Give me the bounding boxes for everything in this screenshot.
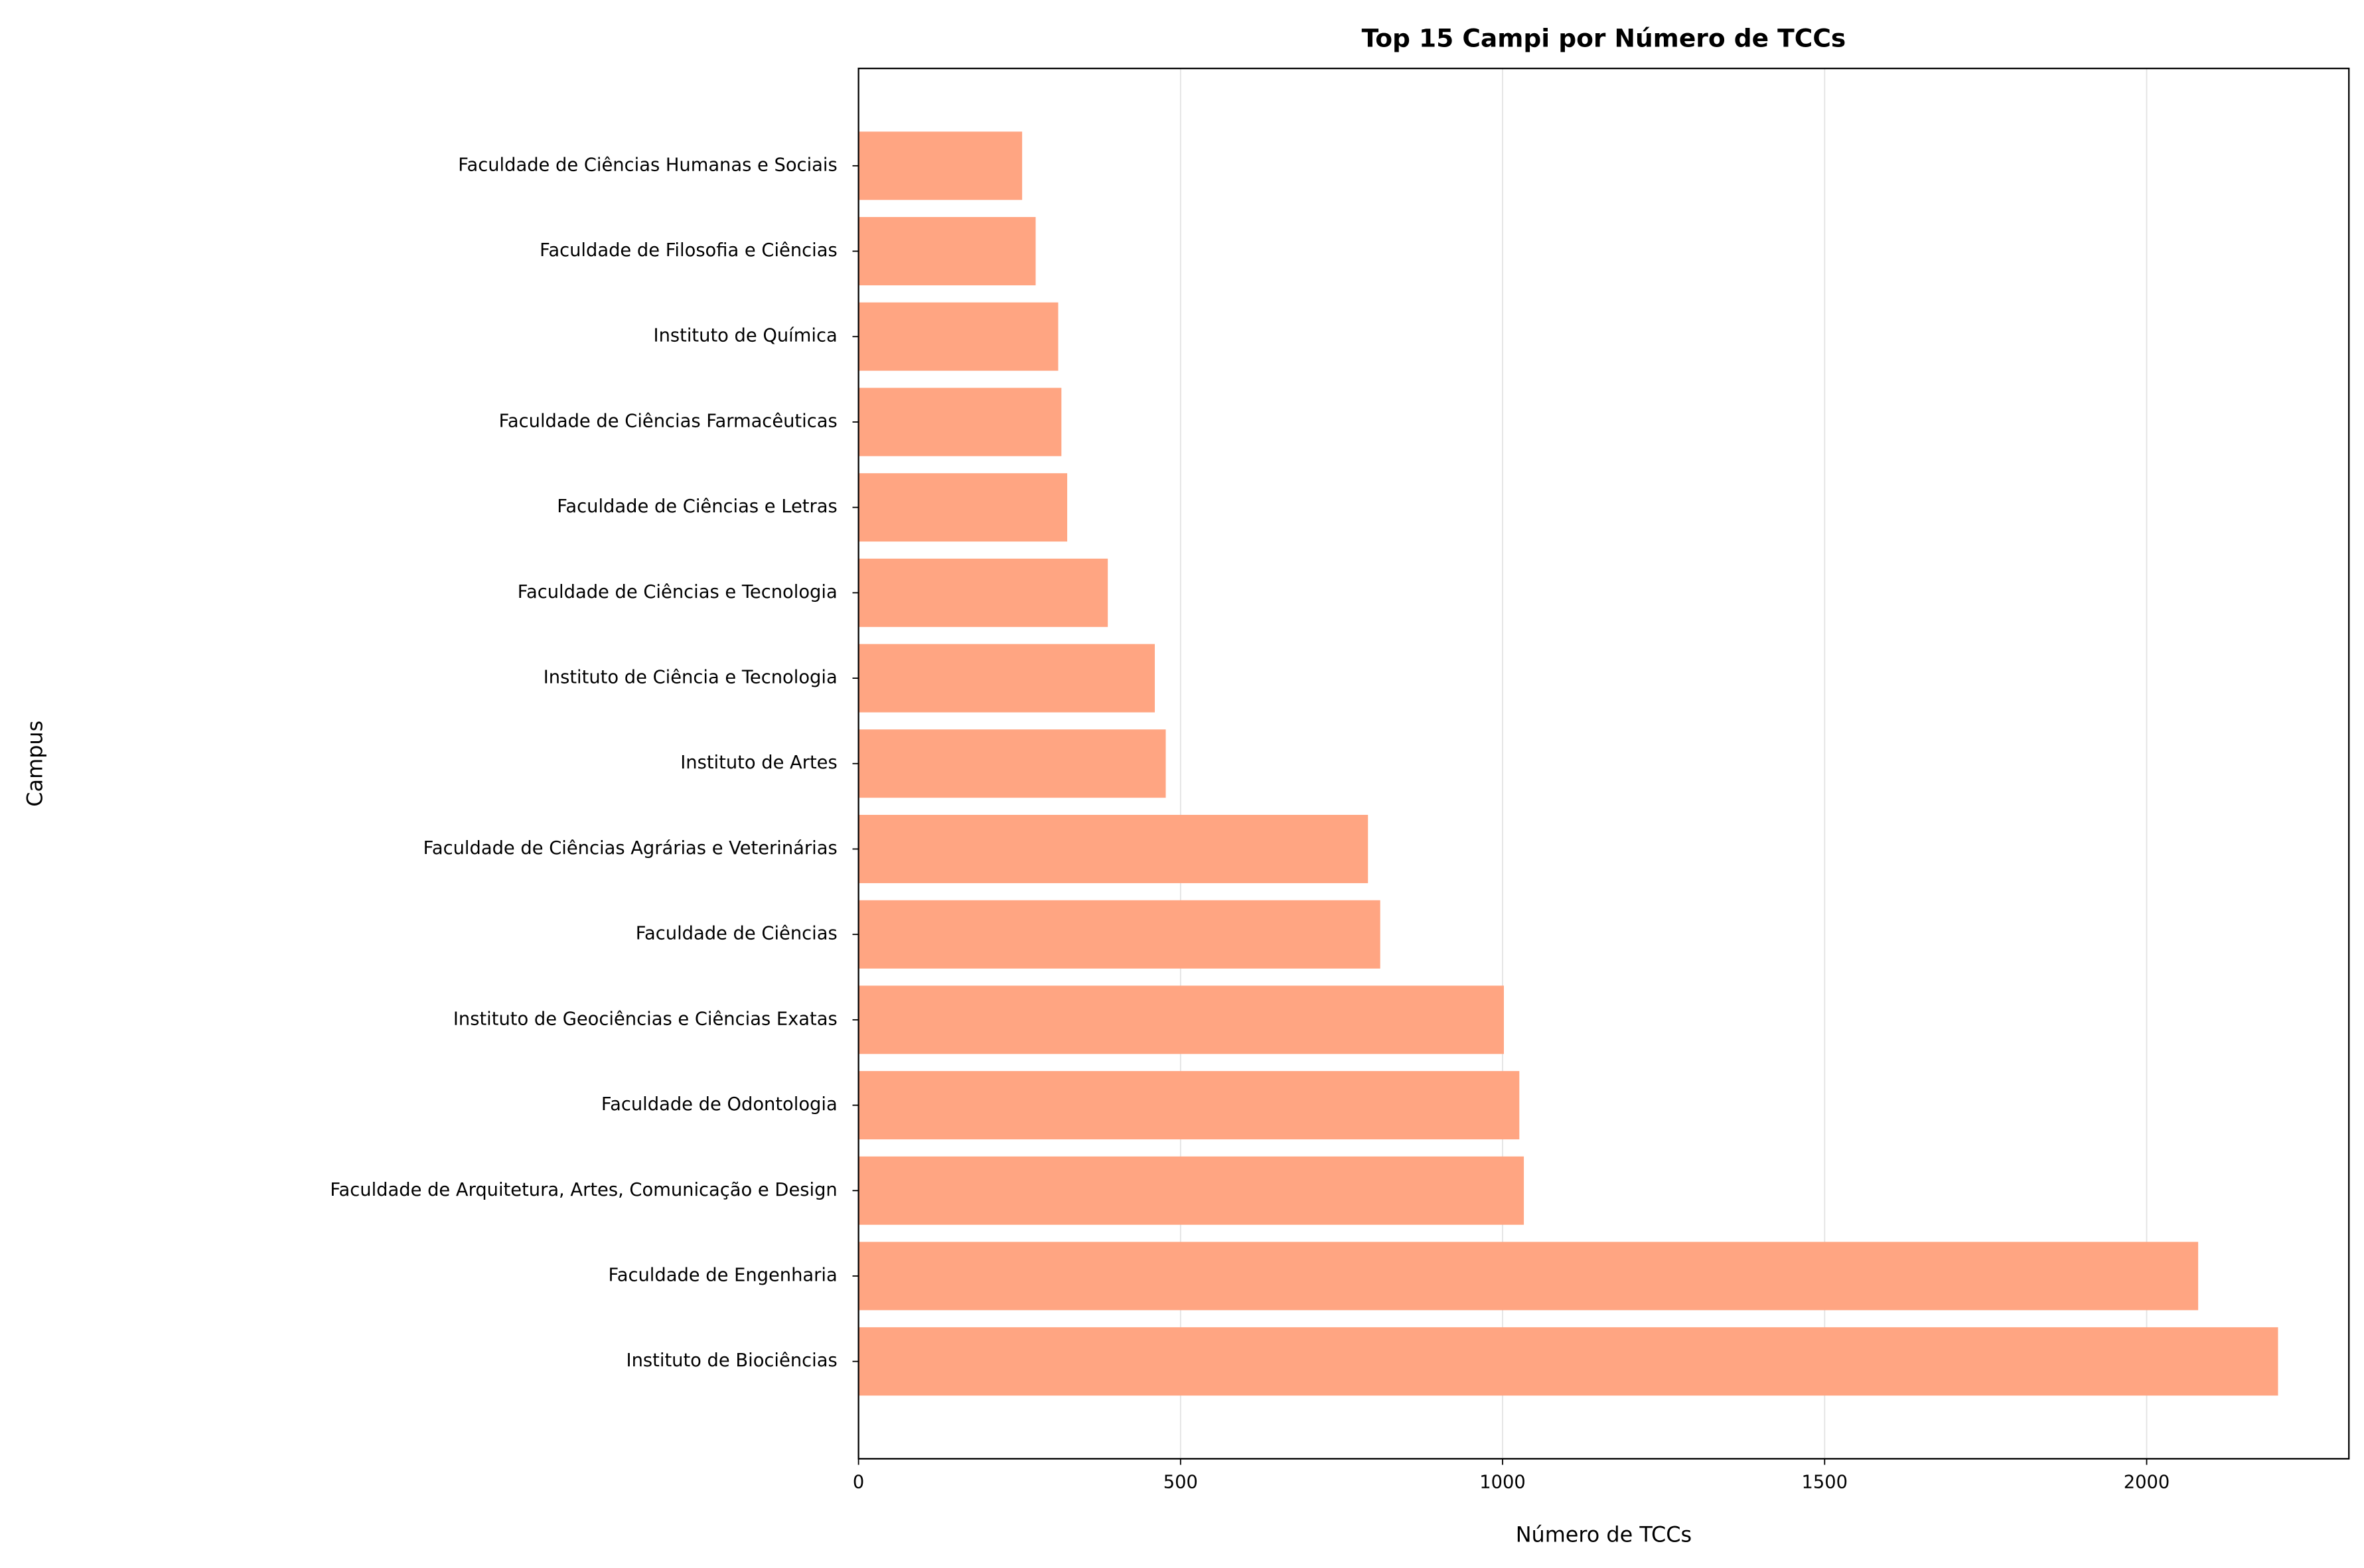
y-axis-label: Campus [23, 721, 48, 807]
y-tick-label: Faculdade de Ciências Agrárias e Veterin… [423, 838, 838, 859]
bar [858, 302, 1059, 371]
bar [858, 1242, 2199, 1311]
x-tick-label: 2000 [2124, 1472, 2170, 1492]
bar [858, 131, 1023, 200]
bar [858, 900, 1380, 969]
bar [858, 388, 1062, 457]
x-tick-label: 1500 [1802, 1472, 1848, 1492]
bar [858, 644, 1155, 713]
bar [858, 729, 1166, 798]
y-tick-label: Faculdade de Odontologia [601, 1094, 838, 1115]
y-tick-label: Faculdade de Ciências [636, 924, 838, 944]
bar [858, 985, 1505, 1054]
bar [858, 1327, 2278, 1396]
bar [858, 558, 1108, 627]
y-tick-label: Instituto de Artes [680, 752, 838, 773]
y-tick-label: Instituto de Ciência e Tecnologia [544, 668, 838, 688]
y-tick-label: Faculdade de Ciências Farmacêuticas [499, 411, 838, 431]
plot-frame [857, 67, 2350, 1460]
x-axis-label: Número de TCCs [1516, 1522, 1692, 1547]
y-tick-label: Instituto de Biociências [627, 1350, 838, 1371]
y-tick-label: Faculdade de Ciências Humanas e Sociais [458, 155, 837, 175]
bar [858, 1156, 1524, 1225]
bar [858, 473, 1068, 542]
x-tick-label: 500 [1163, 1472, 1198, 1492]
bar [858, 217, 1036, 286]
y-tick-label: Faculdade de Ciências e Tecnologia [518, 582, 838, 603]
y-tick-label: Instituto de Geociências e Ciências Exat… [453, 1009, 838, 1029]
y-tick-label: Faculdade de Ciências e Letras [557, 496, 838, 517]
x-tick-label: 0 [853, 1472, 864, 1492]
x-tick-label: 1000 [1479, 1472, 1526, 1492]
bar [858, 814, 1368, 883]
bar [858, 1071, 1520, 1140]
y-tick-label: Faculdade de Engenharia [609, 1265, 838, 1285]
y-tick-label: Instituto de Química [654, 326, 838, 346]
chart-title: Top 15 Campi por Número de TCCs [1362, 23, 1846, 52]
y-tick-label: Faculdade de Arquitetura, Artes, Comunic… [330, 1180, 837, 1200]
y-tick-label: Faculdade de Filosofia e Ciências [540, 240, 838, 261]
